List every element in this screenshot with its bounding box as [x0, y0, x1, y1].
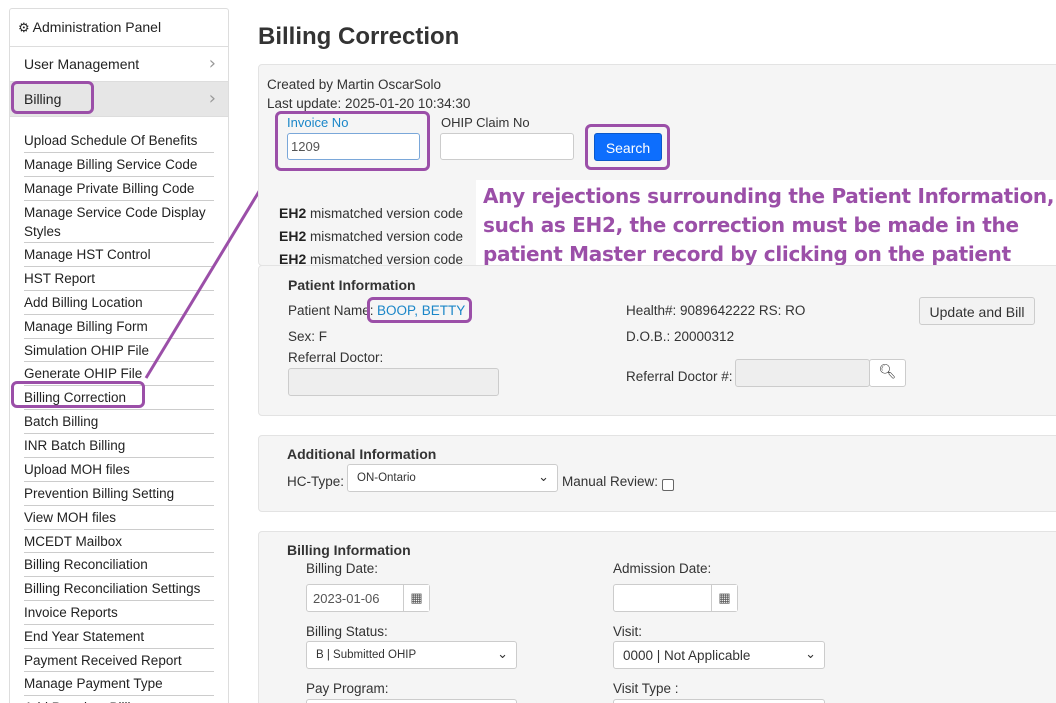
sidebar-section-billing[interactable]: Billing › [10, 82, 228, 117]
page-title: Billing Correction [258, 23, 460, 50]
patient-name-label: Patient Name: [288, 303, 374, 318]
highlight-patient-name [367, 297, 472, 323]
created-by: Created by Martin OscarSolo [267, 77, 442, 92]
sidebar-menu-item[interactable]: Invoice Reports [24, 601, 214, 625]
health-number: Health#: 9089642222 RS: RO [626, 303, 806, 318]
referral-doctor-number-input[interactable] [735, 359, 870, 387]
additional-panel [258, 435, 1056, 512]
admission-date-label: Admission Date: [613, 561, 712, 576]
sidebar-menu-item[interactable]: Manage Private Billing Code [24, 177, 214, 201]
admin-sidebar: ⚙ Administration Panel User Management › B… [9, 8, 229, 703]
visit-type-select[interactable] [613, 699, 825, 703]
patient-dob: D.O.B.: 20000312 [626, 329, 735, 344]
highlight-search [585, 124, 670, 170]
ohip-claim-label: OHIP Claim No [441, 115, 530, 130]
highlight-billing-correction [11, 381, 145, 408]
sidebar-menu-item[interactable]: Batch Billing [24, 410, 214, 434]
sidebar-menu-item[interactable]: Prevention Billing Setting [24, 482, 214, 506]
hc-type-select[interactable]: ON-Ontario ⌄ [347, 464, 558, 492]
search-button[interactable]: Search [594, 133, 662, 161]
patient-name-link[interactable]: BOOP, BETTY [377, 303, 466, 318]
highlight-invoice [275, 111, 430, 171]
referral-doctor-number-label: Referral Doctor #: [626, 369, 733, 384]
pay-program-label: Pay Program: [306, 681, 389, 696]
sidebar-menu-item[interactable]: Generate OHIP File [24, 362, 214, 386]
sidebar-menu-item[interactable]: Simulation OHIP File [24, 339, 214, 362]
sidebar-menu-item[interactable]: Payment Received Report [24, 649, 214, 672]
sidebar-menu-item[interactable]: Manage HST Control [24, 243, 214, 267]
sidebar-menu-item[interactable]: MCEDT Mailbox [24, 530, 214, 553]
patient-heading: Patient Information [288, 277, 416, 293]
referral-search-button[interactable]: 🔍︎ [869, 359, 906, 387]
sidebar-menu-item[interactable]: Manage Service Code Display Styles [24, 201, 214, 243]
manual-review-checkbox[interactable] [662, 479, 674, 491]
sidebar-menu-item[interactable]: Add Premium Billing [24, 696, 214, 703]
additional-heading: Additional Information [287, 446, 437, 462]
calendar-icon[interactable]: ▦ [711, 585, 737, 611]
patient-sex: Sex: F [288, 329, 328, 344]
billing-panel [258, 531, 1056, 703]
visit-select[interactable]: 0000 | Not Applicable ⌄ [613, 641, 825, 669]
pay-program-select[interactable] [306, 699, 517, 703]
annotation-note: Any rejections surrounding the Patient I… [483, 184, 1055, 295]
billing-date-input[interactable]: 2023-01-06 ▦ [306, 584, 430, 612]
sidebar-menu-item[interactable]: INR Batch Billing [24, 434, 214, 458]
highlight-billing [11, 81, 94, 114]
ohip-claim-input[interactable] [440, 133, 574, 160]
sidebar-menu-item[interactable]: Manage Payment Type [24, 672, 214, 696]
error-row: EH2 mismatched version code [279, 205, 464, 221]
error-list: EH2 mismatched version code EH2 mismatch… [279, 202, 463, 271]
hc-type-label: HC-Type: [287, 474, 345, 489]
referral-doctor-label: Referral Doctor: [288, 350, 384, 365]
sidebar-header: ⚙ Administration Panel [10, 9, 228, 47]
sidebar-menu-item[interactable]: Manage Billing Service Code [24, 153, 214, 177]
calendar-icon[interactable]: ▦ [403, 585, 429, 611]
connector-line [144, 169, 274, 379]
visit-label: Visit: [613, 624, 643, 639]
chevron-down-icon: ⌄ [805, 647, 816, 662]
sidebar-menu-item[interactable]: HST Report [24, 267, 214, 291]
sidebar-menu-item[interactable]: Billing Reconciliation Settings [24, 577, 214, 601]
gear-icon: ⚙ [18, 20, 30, 35]
error-row: EH2 mismatched version code [279, 251, 464, 267]
chevron-down-icon: ⌄ [538, 470, 549, 485]
update-and-bill-button[interactable]: Update and Bill [919, 297, 1035, 325]
sidebar-section-user-management[interactable]: User Management › [10, 47, 228, 82]
billing-heading: Billing Information [287, 542, 411, 558]
admission-date-input[interactable]: ▦ [613, 584, 738, 612]
sidebar-menu-item[interactable]: Billing Reconciliation [24, 553, 214, 577]
invoice-label: Invoice No [287, 115, 349, 130]
error-row: EH2 mismatched version code [279, 228, 464, 244]
chevron-down-icon: ⌄ [497, 647, 508, 662]
invoice-input[interactable]: 1209 [287, 133, 420, 160]
sidebar-menu-item[interactable]: Add Billing Location [24, 291, 214, 315]
billing-date-label: Billing Date: [306, 561, 379, 576]
sidebar-menu-item[interactable]: Manage Billing Form [24, 315, 214, 339]
billing-status-select[interactable]: B | Submitted OHIP ⌄ [306, 641, 517, 669]
billing-status-label: Billing Status: [306, 624, 388, 639]
sidebar-menu-item[interactable]: End Year Statement [24, 625, 214, 649]
annotation-background [476, 180, 1056, 266]
chevron-right-icon: › [208, 88, 216, 109]
referral-doctor-input[interactable] [288, 368, 499, 396]
chevron-right-icon: › [208, 53, 216, 74]
sidebar-menu-item[interactable]: Billing Correction [24, 386, 214, 410]
sidebar-menu-item[interactable]: Upload Schedule Of Benefits [24, 129, 214, 153]
search-icon: 🔍︎ [878, 364, 897, 380]
sidebar-menu-item[interactable]: Upload MOH files [24, 458, 214, 482]
sidebar-menu-item[interactable]: View MOH files [24, 506, 214, 530]
manual-review-label: Manual Review: [562, 474, 659, 489]
last-update: Last update: 2025-01-20 10:34:30 [267, 96, 471, 111]
visit-type-label: Visit Type : [613, 681, 679, 696]
